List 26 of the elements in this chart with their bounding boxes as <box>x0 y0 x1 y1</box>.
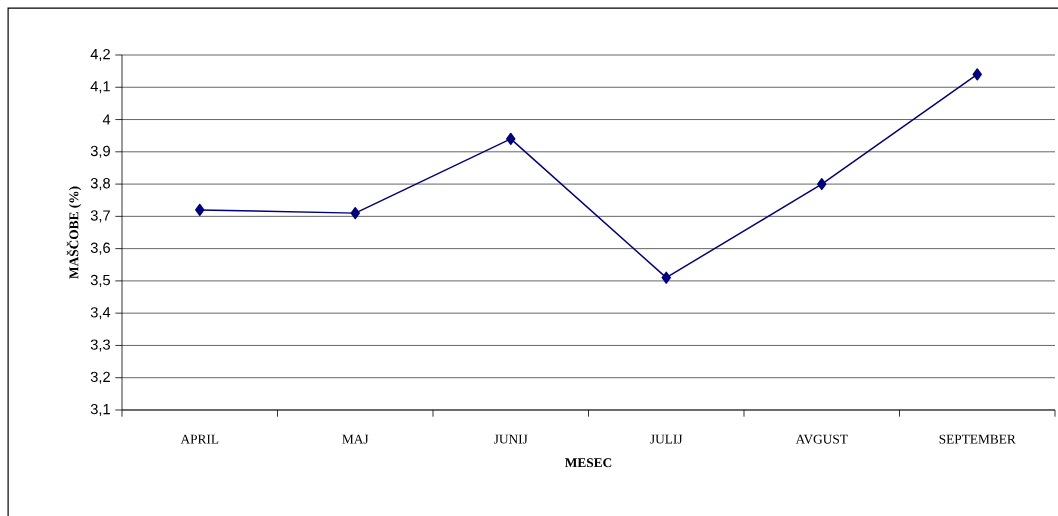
y-tick-label: 3,8 <box>90 178 110 191</box>
x-tick-label: APRIL <box>180 434 219 444</box>
point <box>817 178 827 191</box>
y-tick-label: 4,1 <box>90 81 110 94</box>
x-tick-label: SEPTEMBER <box>939 434 1016 444</box>
point <box>195 203 205 216</box>
y-tick-label: 3,1 <box>90 403 110 417</box>
y-tick-label: 3,3 <box>90 339 110 352</box>
x-tick-label: AVGUST <box>795 434 848 444</box>
point <box>972 68 982 81</box>
y-tick-label: 4,2 <box>90 48 110 62</box>
x-tick-label: MAJ <box>342 434 369 444</box>
y-tick-label: 3,2 <box>90 371 110 384</box>
y-tick-label: 3,6 <box>90 242 110 255</box>
y-tick-label: 3,7 <box>90 210 110 223</box>
y-tick-label: 3,9 <box>90 145 110 158</box>
y-tick-label: 3,5 <box>90 274 110 287</box>
point <box>661 271 671 284</box>
x-tick-label: JULIJ <box>650 434 683 444</box>
y-axis-title: MAŠČOBE (%) <box>66 186 82 279</box>
x-tick-label: JUNIJ <box>493 434 528 444</box>
x-axis-title: MESEC <box>565 458 612 468</box>
y-tick-label: 4 <box>102 114 111 125</box>
y-tick-label: 3,4 <box>90 307 111 320</box>
point <box>506 132 516 145</box>
point <box>350 207 360 220</box>
